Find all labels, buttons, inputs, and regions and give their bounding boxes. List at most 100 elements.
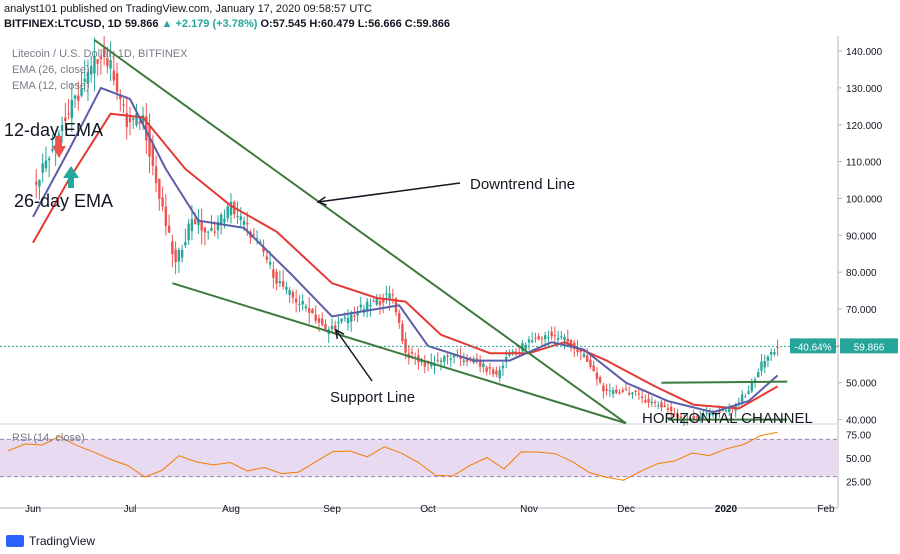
candle-body (695, 416, 699, 418)
candle-body (660, 402, 663, 408)
candle-body (171, 241, 174, 255)
candle-body (138, 121, 141, 124)
candle-body (598, 377, 602, 383)
candle-body (321, 318, 324, 325)
candle-body (216, 221, 220, 231)
candle-body (239, 216, 242, 221)
candle-body (679, 416, 683, 418)
candle-body (70, 99, 73, 118)
candle-body (540, 338, 544, 340)
channel-top-line (661, 380, 788, 384)
candle-body (281, 281, 285, 287)
price-tick-label: 40.000 (846, 416, 877, 427)
candle-body (423, 360, 426, 367)
legend-rsi: RSI (14, close) (12, 432, 85, 444)
candle-body (576, 347, 579, 352)
rsi-tick-label: 25.00 (846, 477, 871, 488)
candle-body (462, 360, 466, 363)
candle-body (278, 281, 282, 283)
candle-body (586, 355, 589, 362)
tradingview-logo[interactable]: TradingView (6, 534, 95, 548)
ema12-down-arrow-icon (52, 146, 66, 158)
candle-body (60, 124, 64, 132)
candle-body (67, 113, 70, 115)
candle-body (534, 337, 537, 339)
downtrend-line (93, 39, 627, 425)
candle-body (721, 410, 724, 412)
candle-body (595, 372, 599, 380)
candle-body (213, 231, 216, 233)
candle-body (106, 58, 109, 67)
candle-body (148, 126, 151, 157)
candle-body (41, 163, 44, 173)
candle-body (132, 118, 135, 120)
candle-body (498, 369, 501, 379)
candle-body (242, 221, 246, 225)
candle-body (301, 300, 304, 305)
candle-body (102, 48, 106, 57)
candle-body (115, 73, 119, 92)
candle-body (255, 238, 259, 240)
candle-body (769, 351, 773, 355)
ema26-label: 26-day EMA (14, 191, 113, 211)
candle-body (151, 143, 155, 167)
candle-body (378, 300, 382, 305)
price-tick-label: 80.000 (846, 268, 877, 279)
time-tick-label: Jun (25, 504, 41, 515)
candle-body (740, 394, 744, 402)
candle-body (375, 298, 378, 305)
candle-body (51, 148, 54, 151)
rsi-tick-label: 50.00 (846, 454, 871, 465)
candle-body (744, 396, 747, 398)
candle-body (294, 298, 298, 303)
candle-body (763, 361, 766, 368)
candle-body (511, 351, 514, 353)
symbol-name: BITFINEX:LTCUSD, 1D (4, 18, 122, 30)
candle-body (776, 347, 779, 349)
candle-body (521, 343, 524, 352)
candle-body (86, 72, 90, 84)
candle-body (757, 372, 760, 378)
candle-body (184, 241, 187, 246)
candle-body (547, 336, 550, 338)
candle-body (715, 414, 718, 416)
candle-body (702, 413, 705, 417)
symbol-header: BITFINEX:LTCUSD, 1D 59.866 ▲ +2.179 (+3.… (4, 18, 450, 30)
candle-body (93, 56, 96, 74)
last-price: 59.866 (124, 18, 159, 30)
candle-body (96, 59, 99, 64)
candle-body (531, 340, 534, 343)
candle-body (122, 104, 125, 106)
candle-body (653, 402, 657, 404)
candle-body (631, 392, 634, 395)
candle-body (443, 356, 446, 362)
candle-body (262, 246, 265, 252)
channel-label: HORIZONTAL CHANNEL (642, 410, 813, 427)
candle-body (501, 365, 505, 369)
legend-title: Litecoin / U.S. Dollar, 1D, BITFINEX (12, 48, 188, 60)
candle-body (410, 352, 414, 354)
candle-body (485, 367, 488, 372)
price-chart[interactable]: 140.000 130.000 120.000 110.000 100.000 90.00… (0, 36, 900, 518)
candle-body (495, 370, 498, 375)
candle-body (340, 318, 343, 322)
candle-body (285, 286, 288, 290)
candle-body (582, 353, 586, 358)
candle-body (602, 385, 605, 392)
candle-body (291, 292, 295, 298)
support-arrow (335, 329, 373, 382)
candle-body (537, 336, 540, 340)
support-line (172, 282, 627, 425)
candle-body (711, 414, 715, 416)
candle-body (317, 318, 321, 323)
price-tick-label: 100.000 (846, 194, 883, 205)
candle-body (469, 357, 472, 359)
candle-body (311, 309, 314, 314)
candle-body (298, 303, 301, 305)
candle-body (391, 294, 394, 296)
candle-body (259, 241, 262, 244)
candle-body (220, 214, 223, 226)
candle-body (504, 357, 508, 362)
candle-body (265, 256, 269, 260)
candle-body (398, 313, 401, 323)
